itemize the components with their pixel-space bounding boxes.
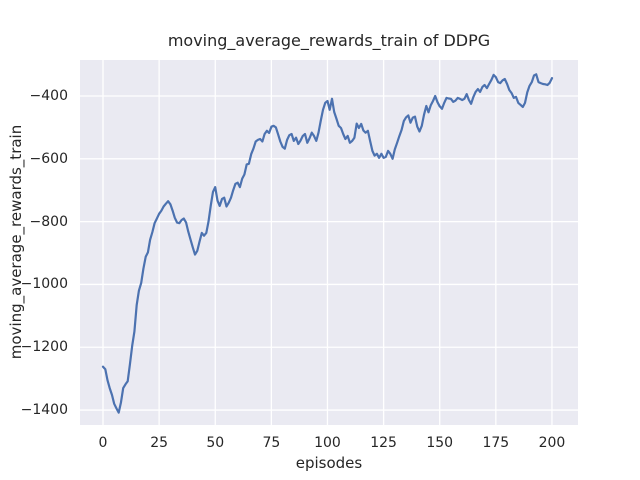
x-tick-label: 100 [314, 435, 341, 451]
x-tick-label: 75 [262, 435, 281, 451]
y-tick-label: −1000 [20, 276, 68, 293]
x-axis-label: episodes [295, 454, 363, 472]
plot-area [80, 60, 578, 425]
x-tick-label: 25 [150, 435, 169, 451]
x-tick-label: 0 [98, 435, 108, 451]
y-tick-label: −400 [29, 87, 68, 104]
plot-canvas [80, 60, 578, 425]
y-axis-label: moving_average_rewards_train [7, 124, 25, 360]
x-tick-label: 50 [206, 435, 225, 451]
y-tick-label: −600 [29, 150, 68, 167]
x-tick-label: 150 [426, 435, 454, 451]
x-tick-label: 175 [482, 435, 510, 451]
y-tick-label: −1400 [20, 402, 68, 419]
y-tick-label: −1200 [20, 339, 68, 356]
y-tick-label: −800 [29, 213, 68, 230]
series-line [101, 73, 554, 414]
chart-title: moving_average_rewards_train of DDPG [167, 31, 491, 50]
x-tick-label: 200 [538, 435, 566, 451]
x-tick-label: 125 [370, 435, 397, 451]
